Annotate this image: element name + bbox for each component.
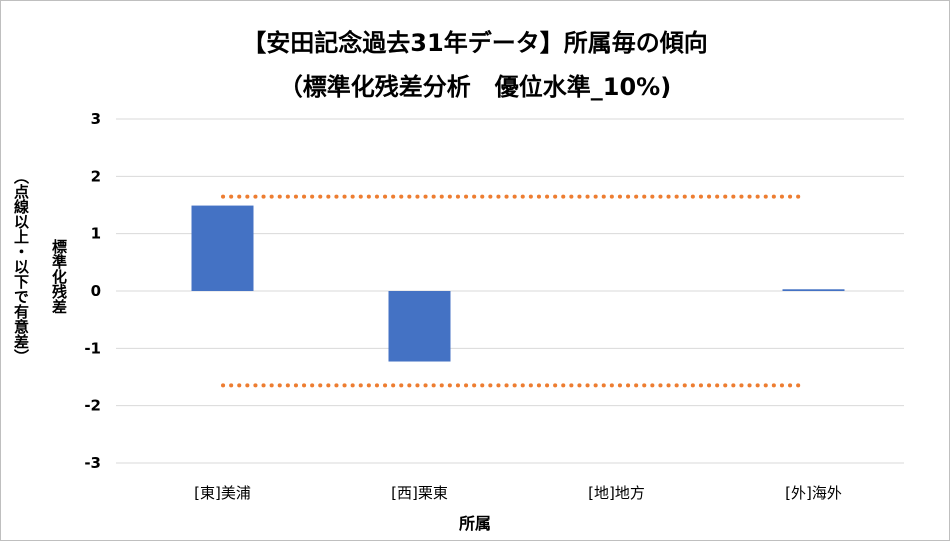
y-tick-label: 0 xyxy=(91,282,101,300)
chart-title-line2: （標準化残差分析 優位水準_10%) xyxy=(278,73,672,101)
bar xyxy=(388,291,451,362)
x-tick-label: [外]海外 xyxy=(785,484,842,502)
y-tick-label: -3 xyxy=(84,454,101,472)
y-tick-label: 2 xyxy=(91,167,101,185)
y-axis-subtitle: （点線以上・以下で有意差） xyxy=(12,169,30,364)
bar xyxy=(782,289,845,291)
y-tick-label: -2 xyxy=(84,397,101,415)
y-tick-label: 3 xyxy=(91,110,101,128)
chart-title-line1: 【安田記念過去31年データ】所属毎の傾向 xyxy=(242,29,708,57)
y-axis-title: 標準化残差 xyxy=(50,239,68,314)
x-tick-label: [東]美浦 xyxy=(194,484,251,502)
y-tick-label: -1 xyxy=(84,339,101,357)
x-axis-title: 所属 xyxy=(458,514,491,533)
y-tick-label: 1 xyxy=(91,225,101,243)
bar xyxy=(191,205,254,291)
x-tick-label: [地]地方 xyxy=(588,484,645,502)
x-tick-label: [西]栗東 xyxy=(391,484,448,502)
